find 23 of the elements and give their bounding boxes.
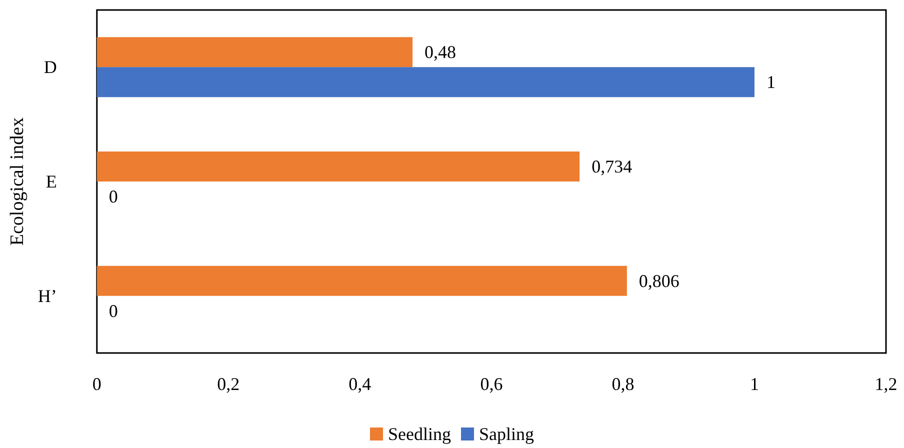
y-tick-label: D — [44, 57, 57, 78]
bar — [96, 266, 627, 296]
x-tick-label: 0,6 — [480, 374, 503, 394]
data-label: 0 — [108, 300, 118, 321]
x-tick-label: 1,2 — [874, 374, 898, 394]
legend-label: Seedling — [388, 424, 452, 444]
x-tick-label: 0,8 — [612, 374, 634, 394]
legend-label: Sapling — [478, 424, 534, 444]
y-tick-label: H’ — [38, 286, 57, 306]
x-tick-label: 0,2 — [217, 374, 240, 394]
y-tick-label: E — [46, 172, 57, 192]
x-tick-label: 0 — [92, 374, 102, 394]
x-tick-label: 1 — [750, 374, 759, 394]
bar — [96, 67, 754, 98]
data-label: 0 — [108, 186, 118, 206]
x-tick-label: 0,4 — [348, 374, 372, 394]
data-label: 0,734 — [592, 156, 632, 176]
data-label: 0,48 — [424, 42, 456, 62]
data-label: 0,806 — [638, 270, 680, 291]
bar — [96, 152, 580, 182]
y-axis-title: Ecological index — [7, 116, 28, 246]
data-label: 1 — [766, 72, 776, 92]
bar — [96, 37, 413, 68]
